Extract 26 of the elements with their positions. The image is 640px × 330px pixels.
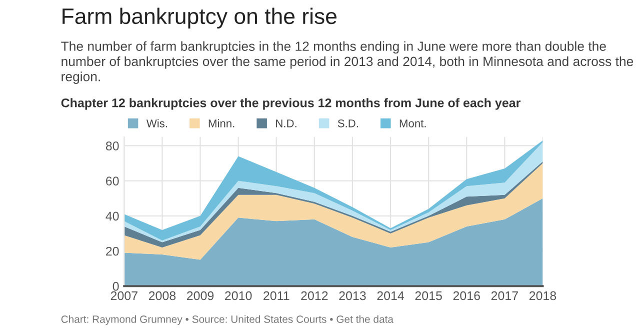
y-tick-label: 0 — [112, 282, 119, 291]
x-tick-label: 2015 — [415, 291, 442, 300]
x-tick-label: 2012 — [301, 291, 328, 300]
y-tick-label: 60 — [106, 176, 119, 186]
legend-label: Mont. — [400, 120, 426, 128]
legend-label: N.D. — [276, 120, 296, 128]
legend-label: Minn. — [208, 119, 234, 128]
chart-title: Farm bankruptcy on the rise — [62, 8, 336, 29]
legend-label: Wis. — [146, 119, 167, 128]
x-tick-label: 2009 — [186, 291, 214, 300]
x-tick-label: 2013 — [339, 291, 366, 300]
chart-subtitle: The number of farm bankruptcies in the 12 months ending in June were more than double the number of bankruptcies over the same period in 2013 and 2014, both in Minnesota and across the region. — [61, 41, 634, 84]
y-tick-label: 80 — [106, 142, 119, 150]
x-tick-label: 2018 — [529, 291, 556, 300]
x-tick-label: 2011 — [264, 291, 290, 300]
x-tick-label: 2014 — [377, 291, 404, 300]
x-tick-label: 2017 — [491, 291, 518, 300]
x-tick-label: 2007 — [110, 291, 138, 300]
x-tick-label: 2016 — [453, 291, 480, 300]
y-tick-label: 40 — [106, 212, 119, 221]
y-tick-label: 20 — [106, 246, 119, 256]
text: Chart: Raymond Grumney • Source: United States Courts • Get the data — [61, 315, 394, 325]
x-tick-label: 2010 — [225, 291, 252, 300]
text: Chapter 12 bankruptcies over the previous 12 months from June of each year — [61, 98, 520, 110]
x-tick-label: 2008 — [148, 291, 176, 300]
legend-label: S.D. — [338, 119, 358, 128]
